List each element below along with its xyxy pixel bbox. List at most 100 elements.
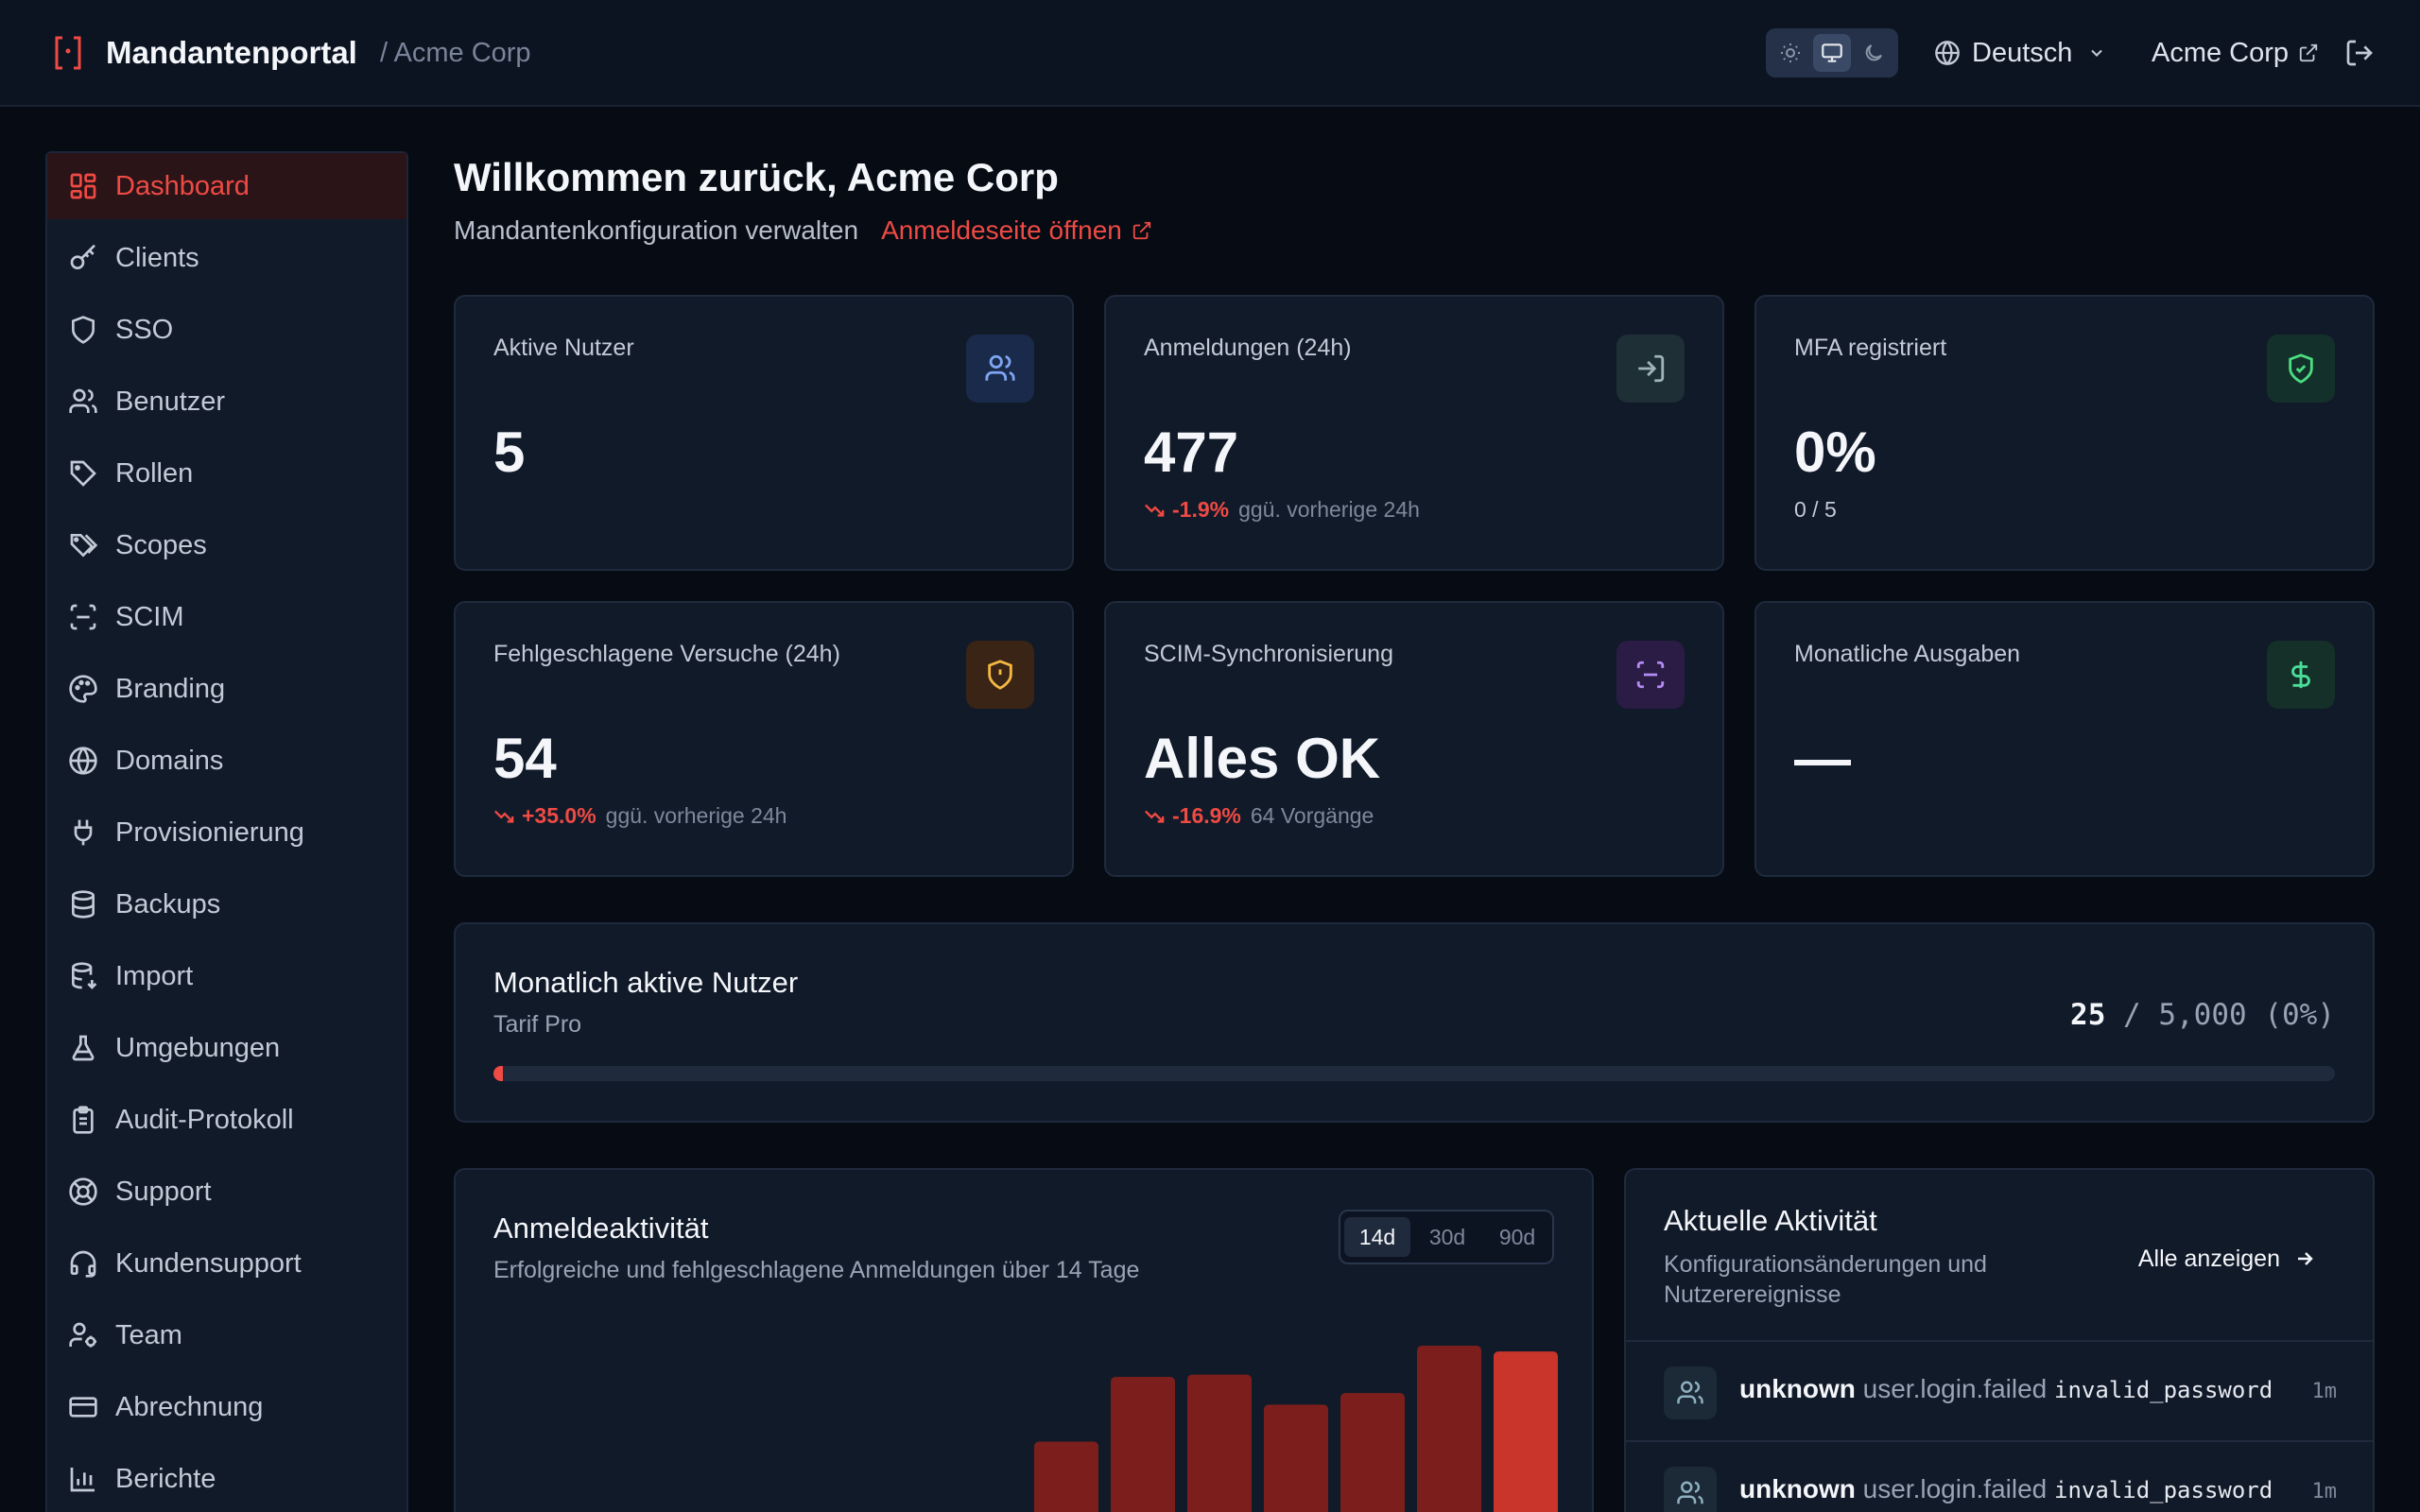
sidebar-item-branding[interactable]: Branding — [47, 656, 406, 722]
clipboard-icon — [73, 1106, 94, 1134]
sidebar-item-label: Clients — [115, 242, 199, 273]
monitor-icon — [1822, 43, 1842, 62]
sidebar-item-import[interactable]: Import — [47, 943, 406, 1009]
activity-item[interactable]: unknown user.login.failed invalid_passwo… — [1626, 1440, 2373, 1512]
shield-check-icon — [2289, 353, 2313, 384]
login-page-link[interactable]: Anmeldeseite öffnen — [881, 215, 1152, 246]
users-icon — [1677, 1481, 1703, 1504]
activity-text: unknown user.login.failed invalid_passwo… — [1739, 1374, 2273, 1404]
range-tab-14d[interactable]: 14d — [1344, 1217, 1410, 1257]
sidebar-item-label: Kundensupport — [115, 1247, 302, 1279]
stat-delta-value: +35.0% — [522, 802, 596, 828]
sidebar-item-abrechnung[interactable]: Abrechnung — [47, 1374, 406, 1440]
chart-bar[interactable] — [1417, 1346, 1481, 1512]
activity-detail: invalid_password — [2054, 1377, 2273, 1403]
activity-time: 1m — [2311, 1480, 2338, 1503]
shield-icon — [72, 316, 95, 344]
stat-trend: 0 / 5 — [1794, 495, 1837, 524]
mau-progress-fill — [493, 1066, 503, 1081]
key-icon — [70, 244, 95, 269]
stat-ratio: 0 / 5 — [1794, 496, 1837, 522]
chart-bar[interactable] — [1111, 1377, 1175, 1512]
sidebar-item-scim[interactable]: SCIM — [47, 584, 406, 650]
sidebar-item-scopes[interactable]: Scopes — [47, 512, 406, 578]
activity-icon-wrapper — [1664, 1467, 1717, 1512]
sidebar-item-kundensupport[interactable]: Kundensupport — [47, 1230, 406, 1297]
stat-icon-wrapper — [966, 335, 1034, 403]
sidebar-item-label: Domains — [115, 745, 224, 776]
sidebar-item-benutzer[interactable]: Benutzer — [47, 369, 406, 435]
stat-label: Anmeldungen (24h) — [1144, 335, 1352, 361]
view-all-button[interactable]: Alle anzeigen — [2138, 1240, 2316, 1278]
login-page-link-label: Anmeldeseite öffnen — [881, 215, 1122, 245]
lifebuoy-icon — [69, 1177, 97, 1206]
database-icon — [72, 890, 95, 919]
tenant-link-label: Acme Corp — [2152, 37, 2290, 68]
theme-light-button[interactable] — [1772, 34, 1809, 72]
flask-icon — [72, 1035, 95, 1061]
sidebar-item-domains[interactable]: Domains — [47, 728, 406, 794]
sidebar-item-umgebungen[interactable]: Umgebungen — [47, 1015, 406, 1081]
activity-title: Aktuelle Aktivität — [1664, 1204, 1877, 1237]
sidebar-item-team[interactable]: Team — [47, 1302, 406, 1368]
globe-icon — [69, 747, 97, 775]
range-tab-90d[interactable]: 90d — [1498, 1224, 1536, 1249]
stat-delta-value: -16.9% — [1172, 802, 1241, 828]
stat-label: Monatliche Ausgaben — [1794, 641, 2021, 667]
range-tab-30d[interactable]: 30d — [1428, 1224, 1466, 1249]
stat-label: SCIM-Synchronisierung — [1144, 641, 1393, 667]
bar-chart-icon — [70, 1468, 95, 1492]
sidebar-item-label: Team — [115, 1319, 182, 1350]
stat-delta-value: -1.9% — [1172, 496, 1230, 522]
sidebar-item-label: Rollen — [115, 457, 194, 489]
users-icon — [1677, 1381, 1703, 1404]
activity-user: unknown — [1739, 1374, 1856, 1403]
stat-card-logins: Anmeldungen (24h) 477 -1.9% ggü. vorheri… — [1104, 295, 1724, 571]
chart-bar[interactable] — [1340, 1393, 1405, 1512]
app-logo-icon[interactable] — [53, 35, 83, 71]
sidebar-item-audit-protokoll[interactable]: Audit-Protokoll — [47, 1087, 406, 1153]
sidebar-item-label: Berichte — [115, 1463, 216, 1494]
chart-bar[interactable] — [1034, 1441, 1098, 1512]
trend-down-icon — [1145, 810, 1165, 823]
app-title[interactable]: Mandantenportal — [106, 35, 357, 70]
sidebar-item-support[interactable]: Support — [47, 1159, 406, 1225]
theme-system-button[interactable] — [1813, 34, 1851, 72]
sun-icon — [1781, 43, 1800, 62]
chevron-down-icon — [2091, 49, 2103, 57]
scan-icon — [1636, 661, 1665, 689]
stat-card-failed-attempts: Fehlgeschlagene Versuche (24h) 54 +35.0%… — [454, 601, 1074, 877]
stat-card-scim-sync: SCIM-Synchronisierung Alles OK -16.9% 64… — [1104, 601, 1724, 877]
sidebar-item-label: Branding — [115, 673, 226, 704]
trend-down-icon — [494, 810, 514, 823]
chart-bar[interactable] — [1494, 1351, 1558, 1512]
theme-dark-button[interactable] — [1855, 34, 1893, 72]
page-title: Willkommen zurück, Acme Corp — [454, 155, 1059, 199]
activity-time: 1m — [2311, 1380, 2338, 1403]
login-activity-chart — [1034, 1346, 1558, 1512]
tenant-link[interactable]: Acme Corp — [2152, 34, 2319, 72]
users-icon — [985, 354, 1015, 381]
shield-alert-icon — [988, 660, 1012, 690]
activity-item[interactable]: unknown user.login.failed invalid_passwo… — [1626, 1340, 2373, 1440]
logout-icon[interactable] — [2344, 38, 2375, 68]
chart-subtitle: Erfolgreiche und fehlgeschlagene Anmeldu… — [493, 1257, 1140, 1283]
database-import-icon — [72, 962, 97, 989]
sidebar-item-provisionierung[interactable]: Provisionierung — [47, 799, 406, 866]
activity-detail: invalid_password — [2054, 1477, 2273, 1503]
language-select[interactable]: Deutsch — [1934, 34, 2106, 72]
sidebar-item-label: SCIM — [115, 601, 184, 632]
sidebar-item-rollen[interactable]: Rollen — [47, 440, 406, 507]
sidebar-item-backups[interactable]: Backups — [47, 871, 406, 937]
sidebar-item-dashboard[interactable]: Dashboard — [47, 153, 406, 219]
sidebar-item-sso[interactable]: SSO — [47, 297, 406, 363]
stat-label: Fehlgeschlagene Versuche (24h) — [493, 641, 840, 667]
sidebar-item-clients[interactable]: Clients — [47, 225, 406, 291]
moon-icon — [1865, 44, 1882, 61]
sidebar-item-berichte[interactable]: Berichte — [47, 1446, 406, 1512]
chart-bar[interactable] — [1187, 1374, 1252, 1512]
page-subtitle: Mandantenkonfiguration verwalten — [454, 215, 859, 245]
login-activity-card: Anmeldeaktivität Erfolgreiche und fehlge… — [454, 1168, 1594, 1512]
sidebar-item-label: Scopes — [115, 529, 207, 560]
chart-bar[interactable] — [1264, 1404, 1328, 1512]
